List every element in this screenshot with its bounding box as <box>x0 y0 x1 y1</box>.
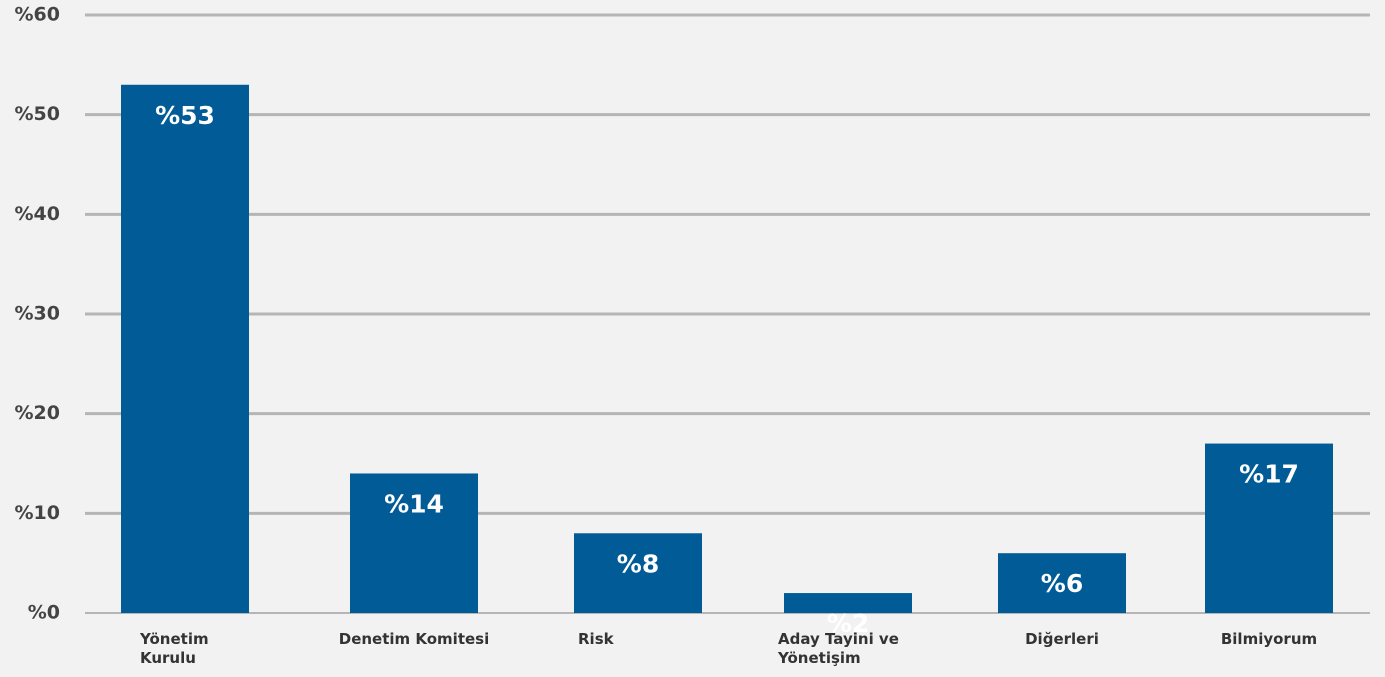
x-tick-label: Bilmiyorum <box>1220 630 1318 648</box>
value-label: %8 <box>617 549 659 578</box>
value-label: %2 <box>827 609 869 638</box>
y-tick-label: %20 <box>15 402 60 424</box>
y-tick-label: %40 <box>15 203 60 225</box>
x-tick-label: Diğerleri <box>1025 630 1099 648</box>
value-label: %14 <box>384 489 444 518</box>
value-label: %6 <box>1041 569 1083 598</box>
y-tick-label: %60 <box>15 4 60 26</box>
bar <box>121 84 249 614</box>
x-tick-label: Denetim Komitesi <box>338 630 490 648</box>
value-label: %17 <box>1239 460 1299 489</box>
y-tick-label: %50 <box>15 103 60 125</box>
bar <box>784 593 912 613</box>
x-tick-label: Risk <box>578 630 614 648</box>
x-tick-label: Aday Tayini ve Yönetişim <box>778 630 899 667</box>
bar <box>574 533 702 613</box>
x-tick-label: Yönetim Kurulu <box>140 630 209 667</box>
y-tick-label: %30 <box>15 303 60 325</box>
bar <box>1205 443 1333 613</box>
y-tick-label: %10 <box>15 502 60 524</box>
bar <box>998 553 1126 613</box>
bar <box>350 473 478 613</box>
value-label: %53 <box>155 101 215 130</box>
y-tick-label: %0 <box>28 602 60 624</box>
